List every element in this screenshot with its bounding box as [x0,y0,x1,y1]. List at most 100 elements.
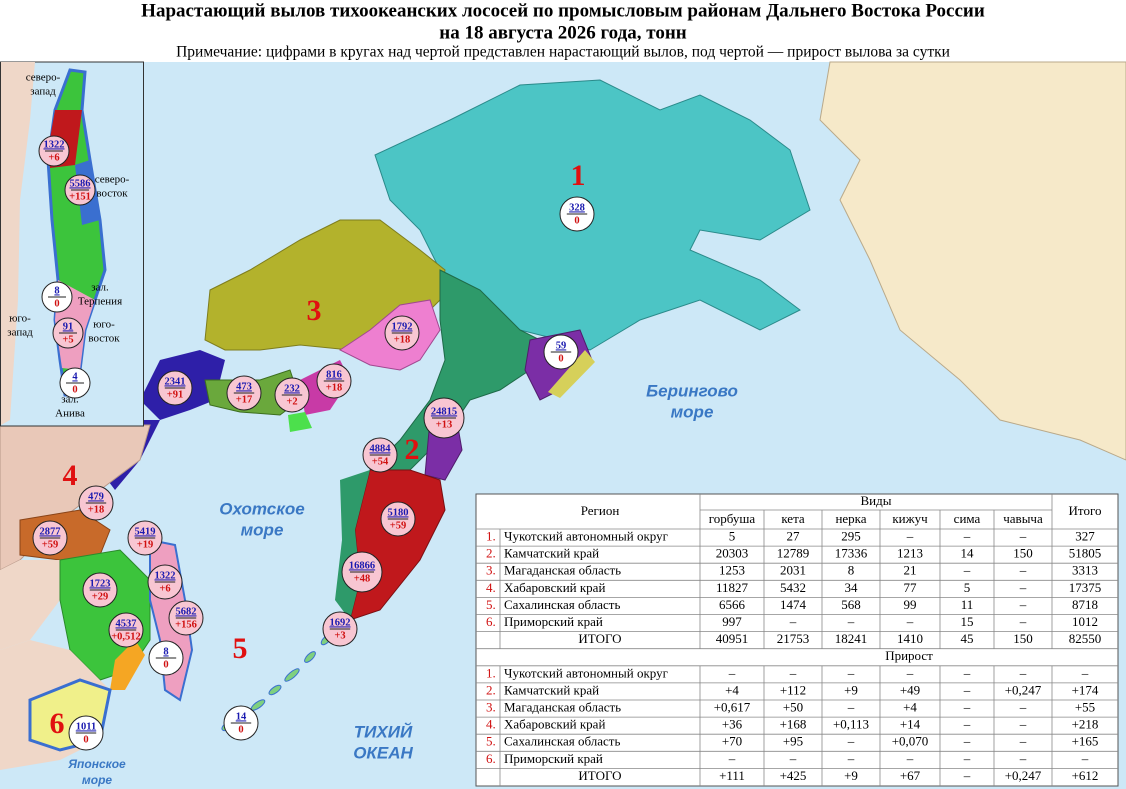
catch-increment: +151 [69,191,91,202]
table-cell: +70 [722,734,742,749]
row-name: Камчатский край [504,682,599,697]
catch-increment: +18 [394,334,410,345]
catch-increment: +18 [326,382,342,393]
catch-total: 5586 [70,178,91,189]
catch-increment: +17 [236,394,252,405]
catch-increment: +59 [390,520,406,531]
species-header: нерка [835,511,866,526]
catch-total: 473 [236,381,252,392]
inset-label: юго- [93,319,115,331]
catch-circle: 4537 +0,512 [108,612,144,648]
table-cell: 11827 [716,580,749,595]
catch-circle: 4884 +54 [362,437,398,473]
table-cell: – [847,665,855,680]
note: Примечание: цифрами в кругах над чертой … [176,44,950,61]
catch-increment: 0 [238,724,243,735]
region-east-coast-strip [548,350,595,398]
sea-label: Берингово [646,381,738,400]
table-cell: +4 [903,700,917,715]
table-cell: 17336 [835,546,868,561]
catch-increment: 0 [558,353,563,364]
region-number: 4 [63,459,78,492]
table-cell: – [789,614,797,629]
total-cell: 82550 [1069,631,1102,646]
catch-total: 5682 [176,606,197,617]
table-cell: +50 [783,700,803,715]
table-cell: – [963,700,971,715]
catch-increment: +59 [42,539,58,550]
catch-table: Регион Виды Итого горбуша кета нерка кижуч сима… [475,493,1119,787]
catch-circle: 1692 +3 [322,611,358,647]
catch-circle: 5419 +19 [127,520,163,556]
table-cell: – [963,717,971,732]
catch-total: 2877 [40,526,61,537]
inset-mainland [1,62,35,425]
catch-increment: +54 [372,456,389,467]
row-number: 5. [486,597,496,612]
row-number: 4. [486,717,496,732]
catch-total: 4 [72,371,78,382]
catch-increment: +18 [88,504,104,515]
total-name: ИТОГО [578,768,621,783]
row-number: 2. [486,546,496,561]
sea-label: Японское [67,757,126,771]
catch-total: 8 [163,646,168,657]
table-cell: 150 [1013,546,1033,561]
table-cell: 21 [904,563,917,578]
row-name: Хабаровский край [504,580,605,595]
table-cell: 27 [787,529,801,544]
table-cell: 997 [722,614,742,629]
catch-increment: 0 [163,659,168,670]
table-cell: – [1019,580,1027,595]
table-cell: 34 [845,580,859,595]
table-cell: – [1019,717,1027,732]
table-header: Регион [581,503,620,518]
inset-label: восток [96,188,128,200]
catch-increment: 0 [83,734,88,745]
table-cell: +165 [1072,734,1099,749]
table-cell: 1012 [1072,614,1098,629]
catch-increment: 0 [54,298,59,309]
table-cell: – [1019,700,1027,715]
table-cell: – [1019,529,1027,544]
table-cell: +0,617 [714,700,751,715]
catch-total: 91 [63,321,74,332]
inset-label: юго- [9,313,31,325]
table-cell: 99 [904,597,917,612]
catch-circles: 32801792+185902341+91473+17232+2816+1824… [32,135,595,751]
table-cell: +0,247 [1005,682,1042,697]
table-cell: – [789,751,797,766]
table-bg [475,493,1119,787]
row-name: Магаданская область [504,700,621,715]
table-cell: – [963,563,971,578]
catch-total: 1792 [392,321,413,332]
catch-increment: +3 [334,630,345,641]
sea-label: Охотское [219,499,304,518]
table-cell: – [963,734,971,749]
table-cell: 17375 [1069,580,1102,595]
catch-increment: +156 [175,619,197,630]
table-cell: – [906,614,914,629]
catch-total: 4537 [116,618,137,629]
catch-increment: +5 [62,334,73,345]
row-number: 6. [486,614,496,629]
catch-circle: 232+2 [274,377,310,413]
table-header: Виды [861,493,892,508]
total-cell: +0,247 [1005,768,1042,783]
total-cell: 45 [961,631,974,646]
table-cell: 5 [964,580,971,595]
catch-total: 232 [284,383,300,394]
inset-label: Анива [55,408,85,420]
row-name: Чукотский автономный округ [504,665,668,680]
catch-total: 479 [88,491,104,502]
table-cell: +95 [783,734,803,749]
catch-total: 1723 [90,578,111,589]
catch-circle: 16866 +48 [341,551,383,593]
title: на 18 августа 2026 года, тонн [439,22,686,43]
table-cell: +0,070 [892,734,929,749]
table-cell: – [906,665,914,680]
increment-header: Прирост [885,648,933,663]
total-cell: 21753 [777,631,810,646]
total-cell: +612 [1072,768,1099,783]
table-cell: – [1019,597,1027,612]
